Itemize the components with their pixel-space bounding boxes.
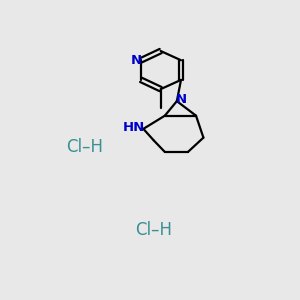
- Text: Cl–H: Cl–H: [135, 221, 172, 239]
- Text: N: N: [130, 54, 142, 67]
- Text: Cl–H: Cl–H: [66, 138, 103, 156]
- Text: N: N: [176, 94, 187, 106]
- Text: HN: HN: [123, 122, 145, 134]
